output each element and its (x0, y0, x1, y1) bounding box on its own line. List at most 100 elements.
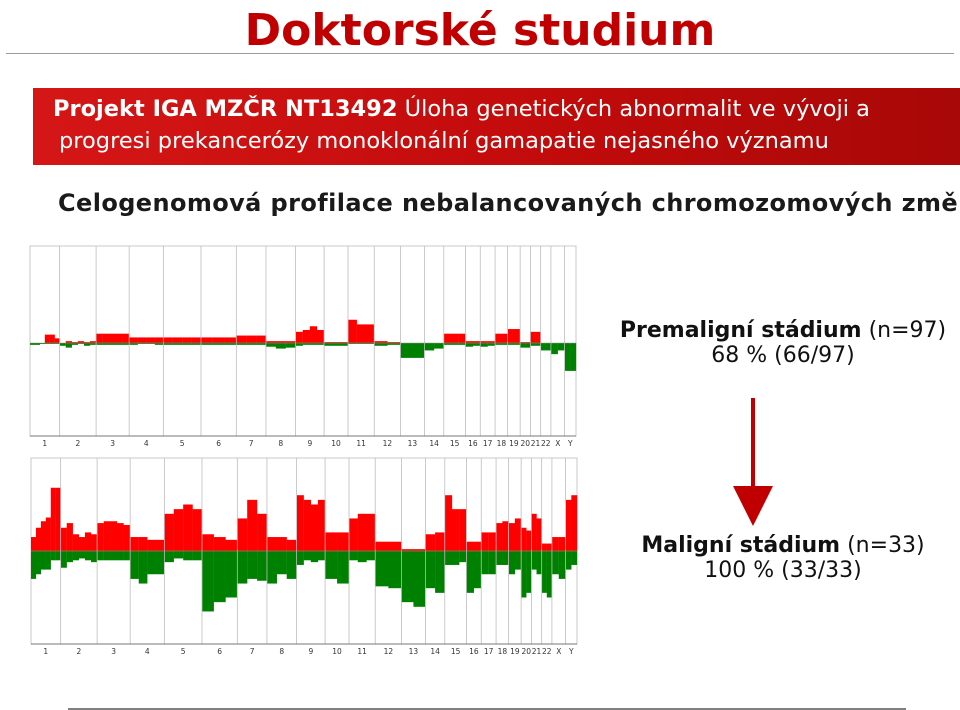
gain-bar (102, 333, 110, 343)
gain-bar (459, 509, 467, 551)
loss-bar (66, 551, 73, 563)
loss-bar (525, 343, 531, 348)
gain-bar (266, 537, 277, 551)
loss-bar (44, 343, 50, 344)
gain-bar (388, 541, 402, 551)
loss-bar (296, 551, 304, 565)
chromosome-label: 8 (279, 647, 284, 656)
loss-bar (472, 343, 481, 346)
loss-bar (109, 343, 117, 345)
gain-bar (147, 539, 156, 551)
chromosome-label: 9 (308, 647, 313, 656)
stage-premalignant-name: Premaligní stádium (619, 318, 862, 343)
gain-bar (54, 338, 60, 343)
gain-bar (172, 337, 183, 343)
chromosome-label: 19 (509, 439, 519, 448)
loss-bar (425, 551, 436, 589)
gain-bar (285, 341, 296, 343)
gain-bar (146, 337, 155, 343)
loss-bar (551, 551, 559, 575)
gain-bar (546, 543, 553, 551)
gain-bar (225, 539, 238, 551)
chromosome-label: 17 (484, 647, 494, 656)
chromosome-label: 11 (356, 439, 366, 448)
loss-bar (72, 551, 80, 561)
project-name-part1: Úloha genetických abnormalit ve vývoji a (404, 96, 870, 122)
loss-bar (164, 551, 174, 563)
loss-bar (444, 551, 453, 565)
gain-bar (513, 329, 521, 343)
loss-bar (138, 551, 148, 584)
gain-bar (450, 333, 459, 343)
gain-bar (535, 331, 541, 343)
loss-bar (35, 551, 42, 575)
chromosome-label: 22 (542, 647, 552, 656)
loss-bar (571, 551, 578, 565)
chromosome-label: 4 (145, 647, 150, 656)
chromosome-label: 3 (110, 439, 115, 448)
loss-bar (173, 551, 184, 559)
gain-bar (275, 341, 286, 343)
gain-bar (558, 537, 566, 551)
loss-bar (137, 343, 147, 344)
chromosome-label: 10 (331, 439, 341, 448)
chromosome-label: Y (567, 439, 573, 448)
gain-bar (526, 530, 532, 551)
loss-bar (163, 343, 173, 345)
loss-bar (213, 551, 226, 603)
gain-bar (375, 541, 389, 551)
loss-bar (540, 343, 546, 351)
gain-bar (109, 333, 117, 343)
gain-bar (138, 537, 148, 551)
gain-bar (164, 513, 174, 551)
gain-bar (451, 509, 460, 551)
gain-bar (237, 518, 248, 551)
loss-bar (192, 551, 203, 561)
loss-bar (246, 343, 257, 345)
chromosome-label: 15 (450, 439, 460, 448)
loss-bar (266, 551, 277, 584)
loss-bar (488, 551, 497, 575)
chromosome-label: 6 (216, 439, 221, 448)
gain-bar (286, 539, 297, 551)
gain-bar (356, 324, 366, 343)
gain-bar (213, 537, 226, 551)
loss-bar (200, 343, 213, 345)
gain-bar (60, 527, 67, 551)
loss-bar (458, 343, 466, 345)
loss-bar (564, 343, 571, 371)
gain-bar (531, 513, 537, 551)
loss-bar (276, 551, 287, 575)
chromosome-label: 21 (532, 647, 542, 656)
chromosome-label: X (556, 647, 561, 656)
loss-bar (90, 343, 97, 345)
gain-bar (336, 342, 349, 343)
gain-bar (110, 521, 118, 551)
gain-bar (129, 337, 138, 343)
gain-bar (276, 537, 287, 551)
loss-bar (375, 551, 389, 587)
stage-malignant: Maligní stádium (n=33) 100 % (33/33) (613, 533, 953, 583)
loss-bar (286, 551, 297, 579)
stage-malignant-stat: 100 % (33/33) (704, 558, 862, 583)
loss-bar (39, 343, 45, 344)
loss-bar (513, 343, 521, 345)
loss-bar (54, 343, 60, 344)
gain-bar (40, 521, 46, 551)
gain-bar (256, 335, 267, 343)
gain-bar (65, 341, 72, 343)
chromosome-label: 19 (510, 647, 520, 656)
loss-bar (191, 343, 202, 345)
stage-malignant-n: (n=33) (840, 533, 925, 558)
loss-bar (225, 551, 238, 598)
chromosome-label: Y (568, 647, 574, 656)
loss-bar (435, 551, 445, 593)
title-divider (6, 53, 954, 54)
gain-bar (247, 499, 258, 551)
loss-bar (257, 551, 268, 581)
loss-bar (317, 551, 326, 561)
loss-bar (78, 551, 86, 559)
loss-bar (77, 343, 85, 344)
gain-bar (182, 337, 192, 343)
loss-bar (459, 551, 467, 563)
